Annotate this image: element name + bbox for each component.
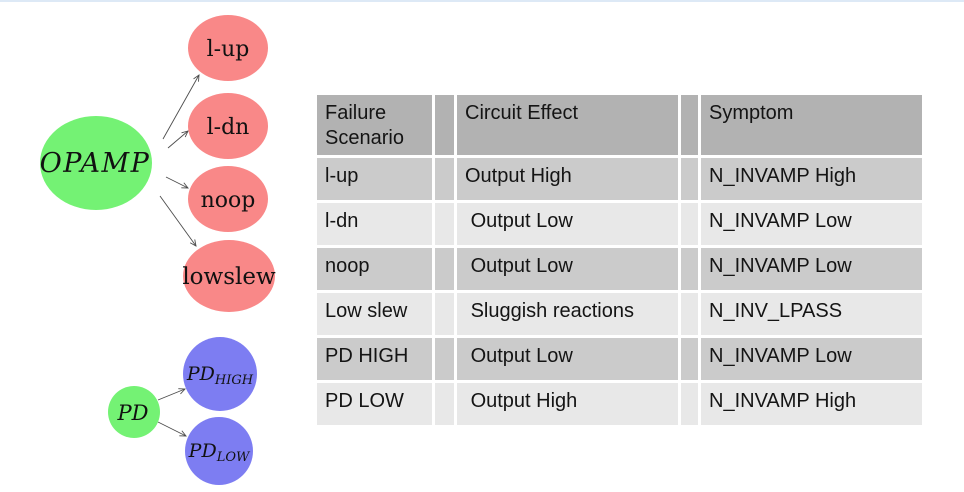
cell-spacer (681, 338, 698, 380)
node-pd: PD (108, 386, 160, 438)
node-lowslew: lowslew (182, 240, 276, 312)
cell-spacer (435, 248, 454, 290)
table-row: l-up Output High N_INVAMP High (317, 158, 922, 200)
l-dn-label: l-dn (207, 115, 250, 140)
noop-ellipse (188, 166, 268, 232)
pd-high-label-main: PD (186, 363, 215, 385)
cell-symptom: N_INVAMP High (701, 383, 922, 425)
cell-effect: Output Low (457, 203, 678, 245)
l-up-ellipse (188, 15, 268, 81)
header-circuit-effect: Circuit Effect (457, 95, 678, 155)
pd-low-label-subscript: LOW (216, 450, 251, 465)
lowslew-label: lowslew (182, 264, 276, 290)
pd-low-label-main: PD (188, 440, 217, 462)
cell-spacer (681, 158, 698, 200)
node-l-dn: l-dn (188, 93, 268, 159)
node-l-up: l-up (188, 15, 268, 81)
pd-high-label: PDHIGH (186, 363, 254, 388)
node-pd-low: PDLOW (185, 417, 253, 485)
cell-spacer (681, 293, 698, 335)
cell-spacer (435, 293, 454, 335)
node-pd-high: PDHIGH (183, 337, 257, 411)
table-row: noop Output Low N_INVAMP Low (317, 248, 922, 290)
header-spacer (681, 95, 698, 155)
fault-tree-diagram: OPAMP l-up l-dn noop lowslew PD (40, 15, 276, 485)
edge-pd-pdlow (157, 421, 186, 436)
table-row: l-dn Output Low N_INVAMP Low (317, 203, 922, 245)
cell-spacer (435, 203, 454, 245)
cell-spacer (435, 383, 454, 425)
edge-opamp-noop (165, 176, 188, 188)
pd-circle (108, 386, 160, 438)
diagram-edges (157, 75, 199, 436)
cell-symptom: N_INVAMP Low (701, 248, 922, 290)
table-row: Low slew Sluggish reactions N_INV_LPASS (317, 293, 922, 335)
pd-label: PD (117, 401, 149, 425)
cell-scenario: l-dn (317, 203, 432, 245)
cell-effect: Sluggish reactions (457, 293, 678, 335)
cell-scenario: noop (317, 248, 432, 290)
cell-effect: Output High (457, 158, 678, 200)
cell-spacer (435, 158, 454, 200)
header-failure-scenario: Failure Scenario (317, 95, 432, 155)
cell-spacer (681, 248, 698, 290)
cell-spacer (681, 203, 698, 245)
cell-effect: Output Low (457, 338, 678, 380)
cell-symptom: N_INVAMP High (701, 158, 922, 200)
table-header-row: Failure Scenario Circuit Effect Symptom (317, 95, 922, 155)
noop-label: noop (201, 188, 256, 213)
cell-spacer (681, 383, 698, 425)
cell-scenario: PD LOW (317, 383, 432, 425)
cell-scenario: PD HIGH (317, 338, 432, 380)
edge-opamp-ldn (167, 131, 188, 149)
cell-symptom: N_INV_LPASS (701, 293, 922, 335)
cell-symptom: N_INVAMP Low (701, 203, 922, 245)
edge-opamp-lup (162, 75, 199, 140)
failure-scenario-table: Failure Scenario Circuit Effect Symptom … (314, 92, 925, 428)
edge-pd-pdhigh (157, 389, 185, 401)
pd-high-label-subscript: HIGH (214, 373, 254, 388)
table-row: PD LOW Output High N_INVAMP High (317, 383, 922, 425)
table-row: PD HIGH Output Low N_INVAMP Low (317, 338, 922, 380)
top-divider-line (0, 0, 964, 2)
pd-high-circle (183, 337, 257, 411)
header-spacer (435, 95, 454, 155)
opamp-label: OPAMP (40, 148, 151, 179)
cell-effect: Output High (457, 383, 678, 425)
l-up-label: l-up (207, 37, 250, 62)
cell-scenario: Low slew (317, 293, 432, 335)
pd-low-label: PDLOW (188, 440, 251, 465)
node-opamp: OPAMP (40, 116, 152, 210)
header-symptom: Symptom (701, 95, 922, 155)
node-noop: noop (188, 166, 268, 232)
cell-effect: Output Low (457, 248, 678, 290)
edge-opamp-lowslew (159, 195, 196, 246)
cell-spacer (435, 338, 454, 380)
opamp-ellipse (40, 116, 152, 210)
cell-scenario: l-up (317, 158, 432, 200)
l-dn-ellipse (188, 93, 268, 159)
lowslew-ellipse (183, 240, 275, 312)
cell-symptom: N_INVAMP Low (701, 338, 922, 380)
pd-low-circle (185, 417, 253, 485)
